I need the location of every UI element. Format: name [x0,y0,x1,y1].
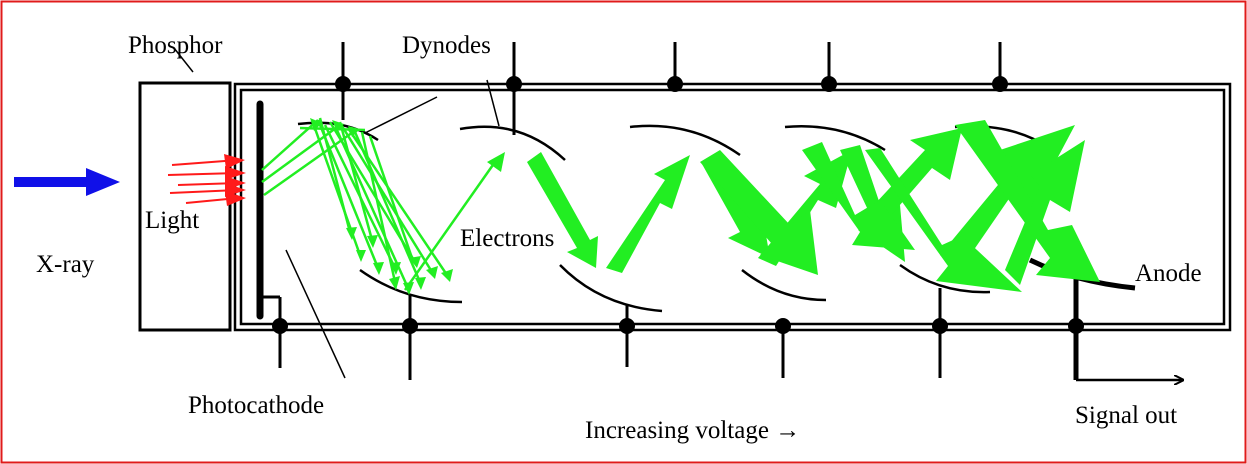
dynode-9 [899,263,991,294]
top-junction-dots [335,76,1008,92]
xray-arrow [14,168,120,196]
signal-out-label: Signal out [1075,402,1177,429]
electron-arrows-amplified [527,120,1100,292]
dynodes-label: Dynodes [402,32,491,59]
electron-arrow-2b [606,155,690,273]
electron-arrow-5a [802,142,915,250]
tube-outer-wall [233,82,1232,332]
dynode-8 [741,269,827,302]
electron-arrows-stage-1 [261,117,505,295]
anode-label: Anode [1135,260,1202,287]
xray-label: X-ray [36,251,95,278]
photocathode-label: Photocathode [188,392,324,419]
dynode-6 [359,268,463,304]
label-pointers [173,47,500,379]
light-arrows [167,154,246,206]
electrons-label: Electrons [460,225,554,252]
dynode-3 [629,124,741,157]
tube-inner-wall [239,88,1226,326]
electron-arrow-5c [700,150,818,275]
electron-arrow-6a [955,120,1100,282]
dynode-2 [459,125,566,161]
increasing-voltage-label: Increasing voltage → [585,417,800,444]
electron-arrow-2a [527,152,598,268]
electron-arrow-6c [865,148,1022,292]
phosphor-label: Phosphor [128,32,223,59]
dynode-4 [784,125,886,152]
bottom-electrode-pins [278,288,942,380]
dynode-7 [559,264,663,313]
bottom-junction-dots [272,318,1084,334]
phosphor-block [138,81,232,332]
electron-arrow-4b [860,128,962,228]
light-label: Light [145,207,199,234]
electron-arrow-6b [1005,140,1085,285]
